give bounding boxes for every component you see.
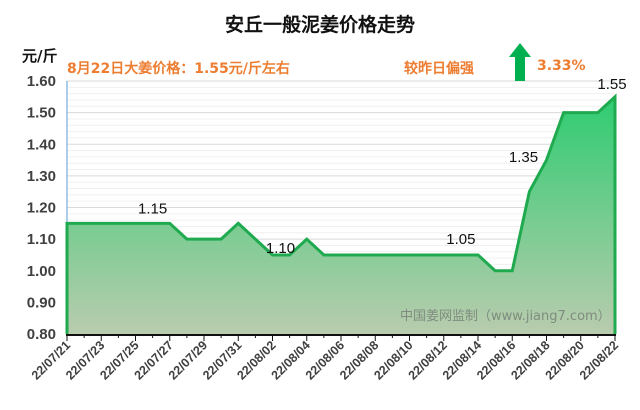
svg-text:1.10: 1.10 — [27, 231, 56, 248]
svg-text:1.15: 1.15 — [138, 200, 167, 217]
svg-text:1.05: 1.05 — [446, 231, 475, 248]
change-percent: 3.33% — [537, 58, 586, 74]
y-axis-unit: 元/斤 — [22, 47, 58, 65]
svg-text:1.20: 1.20 — [27, 200, 56, 217]
x-axis-labels: 22/07/2122/07/2322/07/2522/07/2722/07/29… — [29, 338, 621, 382]
svg-text:1.55: 1.55 — [597, 76, 626, 93]
svg-text:1.60: 1.60 — [27, 73, 56, 90]
price-area-fill — [67, 96, 615, 334]
price-note: 8月22日大姜价格：1.55元/斤左右 — [67, 61, 290, 77]
svg-text:1.30: 1.30 — [27, 168, 56, 185]
chart-title: 安丘一般泥姜价格走势 — [224, 14, 415, 36]
svg-text:1.10: 1.10 — [266, 240, 295, 257]
svg-text:0.90: 0.90 — [27, 294, 56, 311]
svg-text:1.35: 1.35 — [509, 149, 538, 166]
price-line — [65, 93, 617, 334]
svg-text:1.00: 1.00 — [27, 263, 56, 280]
y-axis-labels: 0.80 0.90 1.00 1.10 1.20 1.30 1.40 1.50 1.60 — [27, 73, 56, 343]
data-labels: 1.15 1.10 1.05 1.35 1.55 — [138, 76, 627, 257]
svg-text:1.40: 1.40 — [27, 136, 56, 153]
x-axis — [66, 334, 616, 341]
arrow-up-icon — [509, 43, 531, 81]
svg-text:0.80: 0.80 — [27, 326, 56, 343]
watermark: 中国姜网监制（www.jiang7.com） — [400, 309, 611, 324]
svg-text:1.50: 1.50 — [27, 105, 56, 122]
trend-note: 较昨日偏强 — [404, 61, 474, 77]
